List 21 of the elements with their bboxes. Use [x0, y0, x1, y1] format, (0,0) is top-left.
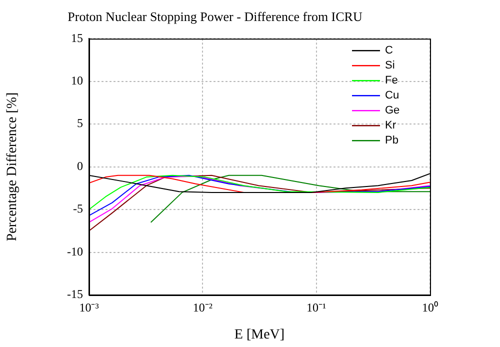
chart-title: Proton Nuclear Stopping Power - Difference from ICRU [68, 9, 363, 24]
y-tick-label: 0 [77, 158, 83, 173]
y-tick-label: 15 [71, 30, 83, 45]
x-tick-label: 10⁰ [422, 300, 438, 314]
x-axis-title: E [MeV] [234, 327, 285, 342]
y-tick-label: -5 [73, 202, 83, 216]
y-axis-title: Percentage Difference [%] [5, 92, 20, 242]
legend-label: Pb [385, 134, 398, 147]
y-tick-label: 10 [71, 73, 83, 88]
legend-label: Ge [385, 104, 400, 117]
legend-label: Kr [385, 120, 396, 132]
y-tick-label: -10 [67, 244, 83, 258]
x-tick-label: 10⁻¹ [306, 300, 327, 314]
legend-label: Fe [385, 74, 398, 87]
x-tick-label: 10⁻³ [79, 300, 100, 314]
y-tick-label: -15 [67, 287, 83, 302]
legend-label: Cu [385, 90, 400, 102]
x-tick-label: 10⁻² [192, 300, 213, 314]
legend-label: C [385, 44, 393, 57]
y-tick-label: 5 [77, 116, 83, 130]
legend-label: Si [385, 60, 395, 72]
